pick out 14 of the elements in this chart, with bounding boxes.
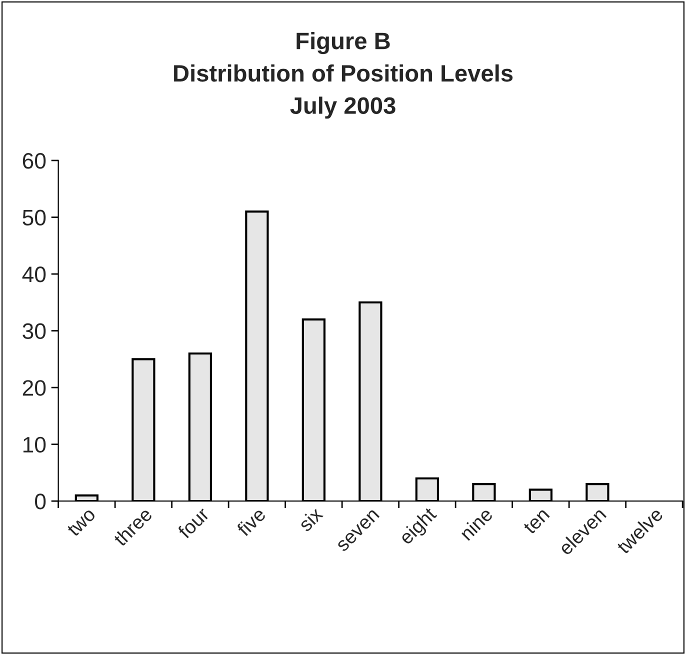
x-tick-label: five	[236, 506, 266, 538]
y-tick-label: 30	[22, 323, 46, 340]
x-tick-label: four	[176, 506, 210, 540]
y-tick-label: 0	[35, 494, 46, 510]
x-tick-label: ten	[522, 508, 550, 535]
x-tick-label: nine	[458, 506, 494, 541]
y-tick-label: 10	[23, 436, 46, 453]
x-tick-label: two	[66, 507, 96, 538]
y-tick-label: 40	[22, 266, 46, 282]
y-tick-label: 60	[22, 153, 46, 169]
chart-title: Figure B Distribution of Position Levels July 2003	[174, 32, 513, 119]
y-tick-label: 50	[22, 210, 46, 226]
y-tick-label: 20	[22, 380, 46, 396]
x-tick-label: six	[297, 506, 324, 532]
